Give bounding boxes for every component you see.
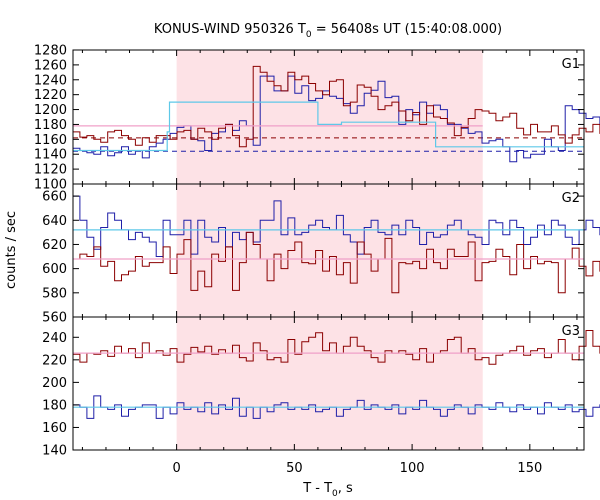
- y-tick-label: 160: [42, 421, 67, 436]
- y-tick-label: 660: [42, 190, 67, 205]
- burst-interval-shading: [176, 317, 483, 450]
- y-tick-label: 1120: [34, 163, 67, 178]
- x-tick-label: 50: [286, 461, 303, 476]
- panel-label: G3: [562, 324, 580, 339]
- panel-label: G1: [562, 57, 580, 72]
- panel-g2: 560 580 600 620 640 660 G2: [42, 183, 600, 326]
- y-tick-label: 1280: [34, 44, 67, 59]
- y-tick-label: 220: [42, 353, 67, 368]
- y-axis-label: counts / sec: [4, 211, 19, 289]
- x-axis-label: T - T0, s: [302, 481, 353, 499]
- y-tick-label: 560: [42, 311, 67, 326]
- x-tick-label: 100: [400, 461, 425, 476]
- y-tick-label: 1180: [34, 118, 67, 133]
- y-tick-label: 1200: [34, 103, 67, 118]
- y-tick-label: 620: [42, 238, 67, 253]
- fit-cyan: [73, 101, 584, 152]
- chart-title-prefix: KONUS-WIND 950326 T: [154, 22, 306, 37]
- y-tick-label: 180: [42, 398, 67, 413]
- burst-interval-shading: [176, 50, 483, 184]
- y-tick-label: 600: [42, 262, 67, 277]
- panel-g1: 1100112011401160118012001220124012601280…: [34, 44, 600, 193]
- y-tick-label: 1260: [34, 58, 67, 73]
- burst-interval-shading: [176, 184, 483, 317]
- y-tick-label: 580: [42, 286, 67, 301]
- y-tick-label: 240: [42, 331, 67, 346]
- chart-title: KONUS-WIND 950326 T0 = 56408s UT (15:40:…: [154, 22, 502, 40]
- y-tick-label: 200: [42, 376, 67, 391]
- y-tick-label: 1240: [34, 73, 67, 88]
- x-tick-label: 0: [172, 461, 180, 476]
- series-red: [73, 65, 600, 148]
- panel-label: G2: [562, 191, 580, 206]
- panels-group: 1100112011401160118012001220124012601280…: [34, 44, 600, 476]
- y-tick-label: 1160: [34, 133, 67, 148]
- x-tick-label: 150: [517, 461, 542, 476]
- panel-g3: 140 160 180 200 220 240 G3: [42, 316, 600, 459]
- panel-frame: [72, 316, 585, 451]
- y-tick-label: 1220: [34, 88, 67, 103]
- x-axis-label-sub: 0: [332, 489, 338, 499]
- chart-title-suffix: = 56408s UT (15:40:08.000): [312, 22, 502, 37]
- x-axis-label-prefix: T - T: [302, 481, 332, 496]
- y-tick-label: 1140: [34, 148, 67, 163]
- x-axis-label-suffix: , s: [338, 481, 353, 496]
- series-red: [73, 231, 600, 294]
- y-tick-label: 140: [42, 444, 67, 459]
- y-tick-label: 640: [42, 214, 67, 229]
- chart-title-sub: 0: [306, 30, 312, 40]
- y-tick-label: 1100: [34, 178, 67, 193]
